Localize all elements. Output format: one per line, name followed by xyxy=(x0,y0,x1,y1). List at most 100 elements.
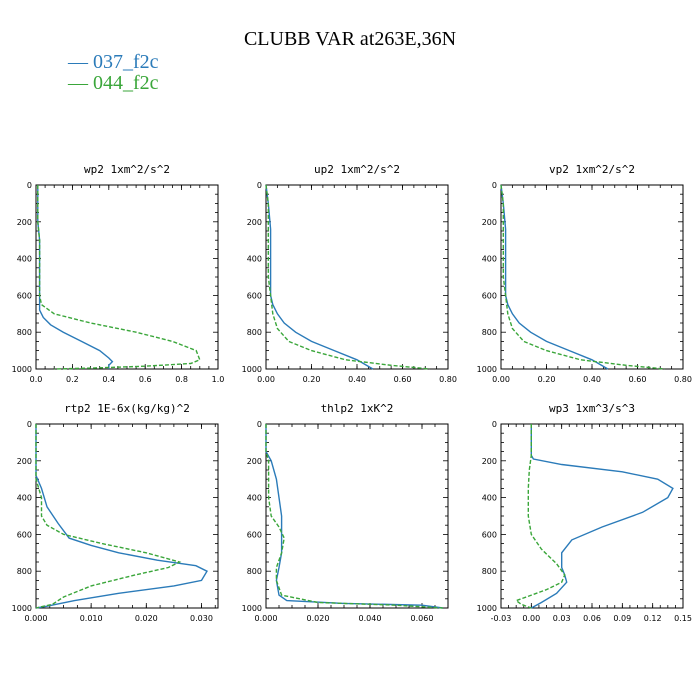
x-tick-label: 0.6 xyxy=(139,375,152,384)
x-tick-label: 0.00 xyxy=(257,375,275,384)
y-tick-label: 800 xyxy=(482,567,497,576)
legend-swatch: — xyxy=(68,51,93,73)
y-tick-label: 400 xyxy=(482,255,497,264)
panel-title: thlp2 1xK^2 xyxy=(321,402,394,415)
panel-title: vp2 1xm^2/s^2 xyxy=(549,163,635,176)
y-tick-label: 600 xyxy=(482,291,497,300)
series-line-037_f2c xyxy=(265,184,374,370)
x-tick-label: 0.20 xyxy=(538,375,556,384)
plot-frame xyxy=(265,184,449,370)
x-tick-label: 0.4 xyxy=(102,375,115,384)
y-tick-label: 0 xyxy=(492,420,497,429)
y-tick-label: 1000 xyxy=(477,365,497,374)
x-tick-label: 0.00 xyxy=(522,614,540,623)
x-tick-label: 0.020 xyxy=(135,614,158,623)
y-tick-label: 200 xyxy=(17,218,32,227)
x-tick-label: 0.010 xyxy=(80,614,103,623)
legend-label: 044_f2c xyxy=(93,72,159,94)
x-tick-label: 0.030 xyxy=(190,614,213,623)
y-tick-label: 800 xyxy=(17,328,32,337)
y-tick-label: 200 xyxy=(247,218,262,227)
x-tick-label: 0.60 xyxy=(629,375,647,384)
y-tick-label: 200 xyxy=(17,457,32,466)
y-tick-label: 400 xyxy=(247,494,262,503)
x-tick-label: 0.2 xyxy=(66,375,79,384)
y-tick-label: 400 xyxy=(482,494,497,503)
x-tick-label: 0.060 xyxy=(411,614,434,623)
x-tick-label: 0.15 xyxy=(674,614,692,623)
x-tick-label: 0.040 xyxy=(359,614,382,623)
series-line-044_f2c xyxy=(265,184,430,370)
y-tick-label: 400 xyxy=(247,255,262,264)
y-tick-label: 600 xyxy=(482,530,497,539)
panel-title: wp3 1xm^3/s^3 xyxy=(549,402,635,415)
y-tick-label: 200 xyxy=(247,457,262,466)
x-tick-label: 0.020 xyxy=(307,614,330,623)
y-tick-label: 800 xyxy=(482,328,497,337)
chart-panel-6: wp3 1xm^3/s^3 0 200 400 600 800 1000-0.03 0.00 0… xyxy=(477,402,692,623)
x-tick-label: 0.03 xyxy=(553,614,571,623)
x-tick-label: 0.000 xyxy=(25,614,48,623)
series-line-037_f2c xyxy=(37,185,114,369)
y-tick-label: 400 xyxy=(17,494,32,503)
x-tick-label: 0.40 xyxy=(348,375,366,384)
y-tick-label: 1000 xyxy=(477,604,497,613)
y-tick-label: 600 xyxy=(247,291,262,300)
y-tick-label: 1000 xyxy=(242,604,262,613)
y-tick-label: 200 xyxy=(482,457,497,466)
x-tick-label: 0.09 xyxy=(613,614,631,623)
series-line-044_f2c xyxy=(500,184,665,370)
x-tick-label: 1.0 xyxy=(212,375,225,384)
y-tick-label: 800 xyxy=(247,328,262,337)
x-tick-label: 0.20 xyxy=(303,375,321,384)
series-line-037_f2c xyxy=(265,424,443,609)
y-tick-label: 0 xyxy=(257,181,262,190)
y-tick-label: 800 xyxy=(247,567,262,576)
x-tick-label: 0.60 xyxy=(394,375,412,384)
series-line-037_f2c xyxy=(500,184,609,370)
x-tick-label: 0.80 xyxy=(674,375,692,384)
x-tick-label: 0.00 xyxy=(492,375,510,384)
x-tick-label: -0.03 xyxy=(491,614,512,623)
y-tick-label: 600 xyxy=(247,530,262,539)
series-line-044_f2c xyxy=(35,424,182,609)
legend-swatch: — xyxy=(68,72,93,94)
legend-label: 037_f2c xyxy=(93,51,159,73)
page-title: CLUBB VAR at263E,36N xyxy=(243,28,457,50)
y-tick-label: 1000 xyxy=(12,365,32,374)
legend-item-037: — 037_f2c xyxy=(68,52,159,72)
x-tick-label: 0.06 xyxy=(583,614,601,623)
plot-frame xyxy=(265,423,449,609)
panel-title: wp2 1xm^2/s^2 xyxy=(84,163,170,176)
y-tick-label: 400 xyxy=(17,255,32,264)
series-line-044_f2c xyxy=(514,424,566,609)
y-tick-label: 0 xyxy=(492,181,497,190)
y-tick-label: 800 xyxy=(17,567,32,576)
x-tick-label: 0.000 xyxy=(255,614,278,623)
y-tick-label: 1000 xyxy=(242,365,262,374)
y-tick-label: 0 xyxy=(27,181,32,190)
y-tick-label: 600 xyxy=(17,291,32,300)
series-line-044_f2c xyxy=(265,424,443,609)
x-tick-label: 0.8 xyxy=(175,375,188,384)
y-tick-label: 200 xyxy=(482,218,497,227)
x-tick-label: 0.40 xyxy=(583,375,601,384)
series-line-044_f2c xyxy=(37,185,201,370)
series-line-037_f2c xyxy=(530,424,674,609)
plot-frame xyxy=(500,184,684,370)
x-tick-label: 0.80 xyxy=(439,375,457,384)
panel-title: rtp2 1E-6x(kg/kg)^2 xyxy=(64,402,190,415)
y-tick-label: 1000 xyxy=(12,604,32,613)
y-tick-label: 600 xyxy=(17,530,32,539)
legend-item-044: — 044_f2c xyxy=(68,73,159,93)
series-line-037_f2c xyxy=(35,424,208,609)
y-tick-label: 0 xyxy=(27,420,32,429)
plot-frame xyxy=(35,184,219,370)
x-tick-label: 0.0 xyxy=(30,375,43,384)
x-tick-label: 0.12 xyxy=(644,614,662,623)
